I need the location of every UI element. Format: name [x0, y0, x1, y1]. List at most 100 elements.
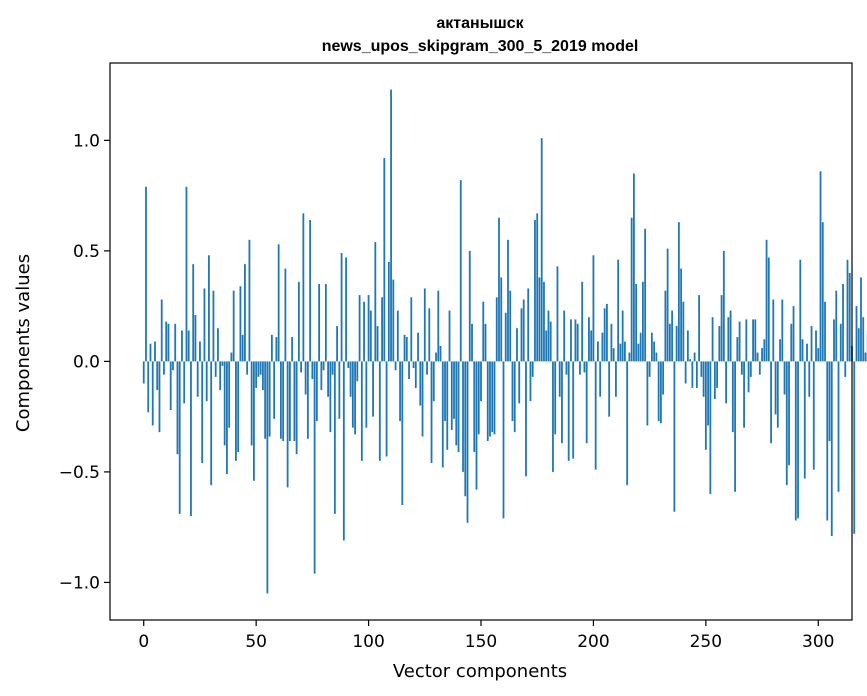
bar	[839, 323, 842, 362]
bar	[304, 361, 307, 395]
bar	[471, 323, 473, 362]
bar	[680, 268, 683, 362]
bar	[844, 361, 847, 377]
bar	[848, 272, 851, 362]
bar	[181, 330, 183, 362]
bar	[165, 321, 168, 362]
bar	[709, 361, 712, 495]
bar	[219, 361, 222, 391]
bar	[241, 334, 244, 362]
bar	[637, 343, 640, 362]
bar	[432, 361, 435, 402]
bar	[268, 361, 271, 437]
bar	[221, 361, 224, 366]
bar	[810, 326, 813, 362]
bar	[169, 361, 172, 411]
bar	[495, 297, 498, 362]
bar	[324, 284, 327, 362]
bar	[630, 217, 633, 362]
bar	[673, 361, 676, 512]
bar	[846, 259, 849, 362]
bar	[295, 361, 298, 455]
bar	[686, 330, 689, 362]
bar	[603, 308, 606, 362]
bar	[529, 361, 532, 402]
y-axis-label: Components values	[13, 254, 34, 432]
bar	[819, 171, 822, 362]
bar	[641, 281, 644, 362]
bars-group	[142, 89, 867, 594]
bar	[664, 290, 667, 362]
bar	[300, 361, 303, 373]
bar	[720, 295, 723, 362]
bar	[190, 361, 192, 517]
bar	[228, 361, 231, 428]
bar	[149, 343, 152, 362]
bar	[837, 361, 840, 492]
bar	[538, 277, 541, 362]
bar	[509, 290, 512, 362]
bar	[772, 299, 775, 362]
y-tick-label: 0.5	[73, 242, 100, 262]
bar	[749, 361, 752, 377]
bar	[480, 361, 482, 402]
bar	[232, 290, 235, 362]
bar	[338, 361, 341, 419]
x-tick-label: 300	[802, 632, 834, 652]
bar	[860, 277, 862, 362]
bar	[318, 284, 321, 362]
bar	[392, 279, 395, 362]
bar	[635, 284, 638, 362]
bar	[185, 186, 188, 362]
bar	[408, 361, 410, 380]
bar	[369, 310, 372, 362]
bar	[666, 248, 669, 362]
bar	[574, 319, 577, 362]
bar	[756, 352, 759, 362]
bar	[277, 244, 280, 362]
bar	[504, 312, 507, 362]
bar	[725, 361, 727, 404]
bar	[590, 330, 593, 362]
bar	[498, 217, 500, 362]
bar	[244, 264, 246, 362]
bar	[448, 310, 451, 362]
bar	[194, 314, 197, 362]
bar	[311, 361, 314, 380]
bar	[315, 361, 318, 422]
bar	[588, 317, 590, 362]
bar	[520, 308, 523, 362]
bar	[808, 361, 811, 397]
bar	[682, 301, 685, 362]
bar	[531, 361, 534, 377]
bar	[255, 361, 258, 388]
bar	[248, 239, 251, 362]
bar	[399, 361, 401, 422]
bar	[486, 361, 489, 441]
bar	[372, 361, 374, 417]
bar	[552, 361, 554, 472]
bar	[174, 323, 177, 362]
bar	[518, 361, 521, 404]
bar	[556, 266, 559, 362]
bar	[812, 361, 815, 470]
bar	[250, 361, 253, 446]
bar	[727, 317, 730, 362]
bar	[430, 361, 433, 464]
bar	[374, 242, 377, 362]
bar	[201, 361, 204, 464]
bar	[381, 297, 383, 362]
bar	[565, 361, 568, 375]
bar	[142, 361, 145, 384]
bar	[862, 317, 865, 362]
bar	[545, 330, 548, 362]
bar	[821, 222, 824, 362]
bar	[203, 288, 206, 362]
bar	[698, 295, 700, 362]
bar	[428, 308, 431, 362]
bar	[522, 299, 525, 362]
bar	[178, 361, 181, 514]
bar	[403, 334, 406, 362]
bar	[830, 361, 833, 537]
